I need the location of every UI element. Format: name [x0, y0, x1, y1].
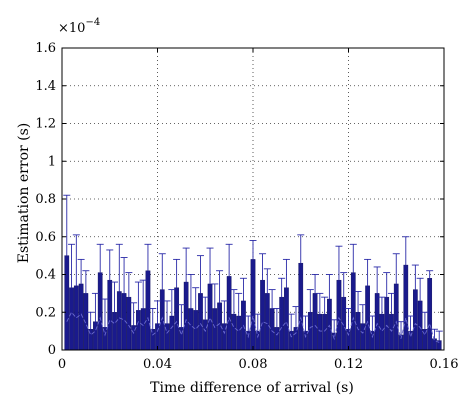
y-tick-label: 0.2	[35, 305, 56, 320]
bar	[83, 293, 89, 351]
bar	[136, 310, 141, 351]
y-tick-label: 1.4	[35, 79, 56, 94]
bar	[379, 313, 385, 351]
bar	[336, 279, 342, 351]
y-tick-labels: 0 0.2 0.4 0.6 0.8 1 1.2 1.4 1.6	[35, 41, 56, 358]
y-axis-label: Estimation error (s)	[16, 123, 32, 263]
bar	[169, 315, 175, 351]
x-tick-label: 0.04	[143, 357, 172, 372]
bar	[250, 259, 256, 351]
error-bars	[63, 194, 443, 341]
bar	[360, 323, 366, 351]
bar	[260, 279, 265, 351]
bar	[236, 315, 242, 351]
x-tick-label: 0.12	[334, 357, 363, 372]
bar	[255, 330, 261, 351]
bar	[198, 293, 203, 351]
y-scale-exponent: −4	[85, 17, 100, 28]
bar-series	[64, 255, 442, 351]
x-tick-label: 0	[58, 357, 66, 372]
y-tick-label: 0	[48, 343, 56, 358]
bar	[293, 327, 299, 351]
y-tick-label: 1	[48, 154, 56, 169]
y-tick-label: 0.6	[35, 230, 56, 245]
dashed-line	[66, 311, 440, 343]
dashed-series	[66, 311, 440, 343]
bar	[288, 330, 294, 351]
bar	[112, 312, 117, 351]
bar	[183, 281, 189, 351]
bar	[355, 312, 361, 351]
bar	[231, 313, 237, 351]
bar	[116, 291, 122, 351]
bar	[432, 338, 437, 351]
bar	[389, 313, 394, 351]
axis-ticks	[61, 47, 445, 351]
y-tick-label: 1.2	[35, 117, 56, 132]
bar	[374, 293, 380, 351]
bar	[317, 313, 323, 351]
bar	[413, 289, 418, 351]
y-tick-label: 0.8	[35, 192, 56, 207]
bar	[274, 327, 280, 351]
bar	[279, 296, 284, 351]
y-tick-label: 0.4	[35, 268, 56, 283]
bar	[193, 310, 199, 351]
bar	[403, 264, 409, 351]
bar	[303, 330, 308, 351]
bar	[188, 308, 194, 351]
bar	[159, 289, 165, 351]
bar	[269, 308, 275, 351]
bar	[284, 287, 289, 351]
y-scale-factor: ×10−4	[58, 17, 100, 36]
bar	[174, 287, 179, 351]
bar	[350, 272, 356, 351]
bar	[107, 279, 113, 351]
bar	[427, 278, 433, 351]
bar	[417, 300, 423, 351]
x-axis-label: Time difference of arrival (s)	[150, 380, 354, 396]
bar	[140, 308, 146, 351]
bar	[322, 313, 327, 351]
bar	[207, 283, 213, 351]
x-tick-label: 0.08	[239, 357, 268, 372]
bar	[64, 255, 70, 351]
bar	[370, 330, 375, 351]
bar	[226, 276, 232, 351]
bar	[145, 270, 151, 351]
bar	[365, 285, 370, 351]
x-tick-label: 0.16	[430, 357, 459, 372]
bar	[384, 296, 390, 351]
bar	[97, 272, 103, 351]
bar	[212, 308, 218, 351]
bar	[393, 283, 399, 351]
bar	[93, 321, 98, 351]
bar	[202, 319, 208, 351]
bar	[73, 285, 79, 351]
bar	[264, 293, 270, 351]
bar	[327, 298, 332, 351]
bar	[126, 296, 132, 351]
x-tick-labels: 0 0.04 0.08 0.12 0.16	[58, 357, 459, 372]
y-tick-label: 1.6	[35, 41, 56, 56]
bar	[312, 293, 318, 351]
bar	[69, 287, 74, 351]
bar	[150, 329, 156, 351]
